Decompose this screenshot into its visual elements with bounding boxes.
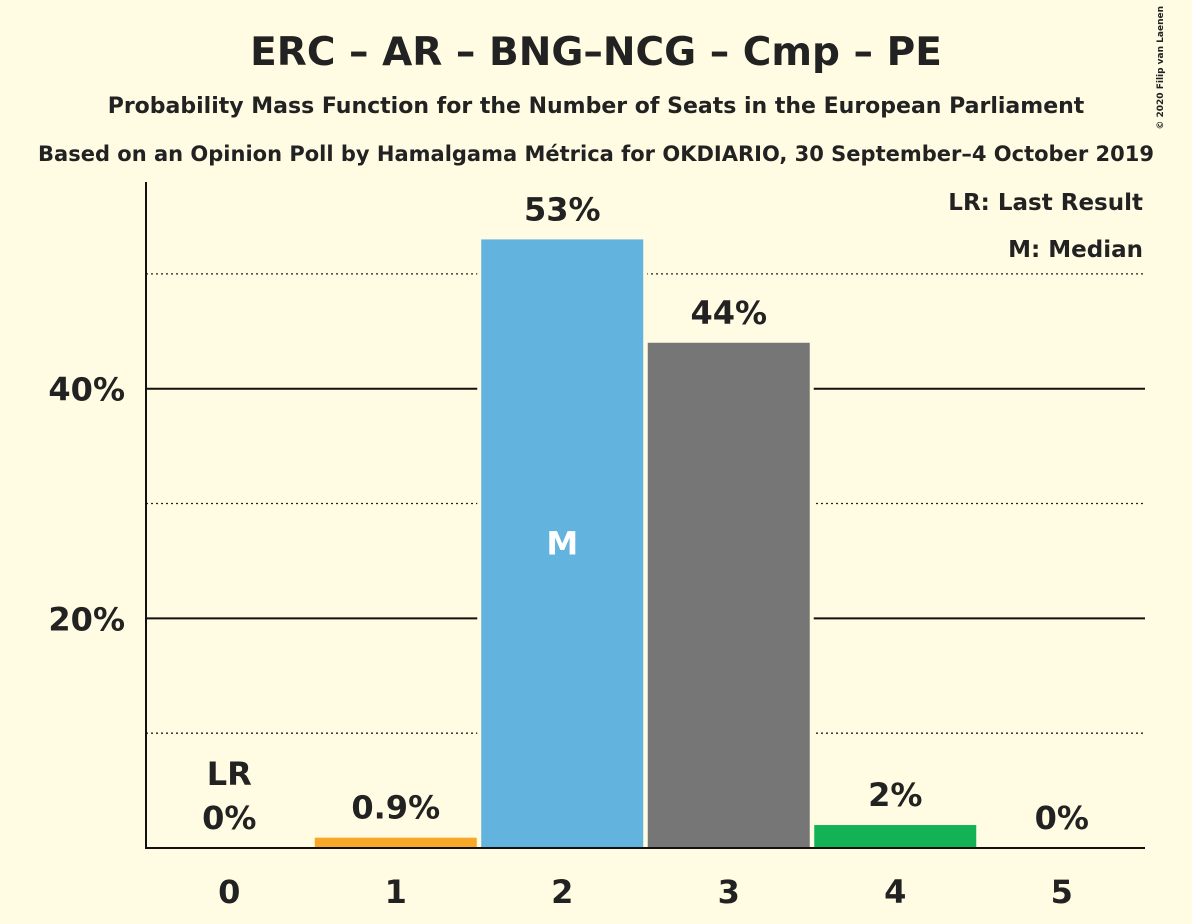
- bar-seats-2: [481, 239, 644, 848]
- legend-last-result: LR: Last Result: [948, 190, 1143, 216]
- value-label: 2%: [868, 776, 922, 814]
- last-result-marker: LR: [207, 755, 252, 793]
- chart-source: Based on an Opinion Poll by Hamalgama Mé…: [38, 142, 1154, 166]
- value-labels: 0% LR 0.9% 53% M 44% 2% 0%: [202, 190, 1089, 837]
- value-label: 0%: [202, 799, 256, 837]
- bars: [310, 235, 981, 848]
- x-tick-label: 0: [218, 873, 240, 911]
- axes: 20% 40% 0 1 2 3 4 5: [48, 182, 1145, 911]
- x-tick-label: 1: [385, 873, 407, 911]
- value-label: 53%: [524, 190, 601, 228]
- bar-seats-1: [314, 837, 477, 848]
- chart-subtitle: Probability Mass Function for the Number…: [108, 94, 1085, 119]
- x-tick-label: 2: [551, 873, 573, 911]
- value-label: 44%: [690, 294, 767, 332]
- legend-median: M: Median: [1008, 237, 1143, 263]
- median-marker: M: [546, 525, 578, 563]
- x-tick-label: 4: [884, 873, 906, 911]
- value-label: 0.9%: [351, 789, 440, 827]
- bar-seats-3: [647, 342, 810, 848]
- x-tick-label: 5: [1051, 873, 1073, 911]
- x-tick-label: 3: [718, 873, 740, 911]
- chart-title: ERC – AR – BNG–NCG – Cmp – PE: [250, 30, 942, 75]
- bar-seats-4: [814, 825, 977, 848]
- copyright-text: © 2020 Filip van Laenen: [1156, 6, 1166, 130]
- value-label: 0%: [1035, 799, 1089, 837]
- y-tick-label: 20%: [48, 600, 125, 638]
- y-tick-label: 40%: [48, 371, 125, 409]
